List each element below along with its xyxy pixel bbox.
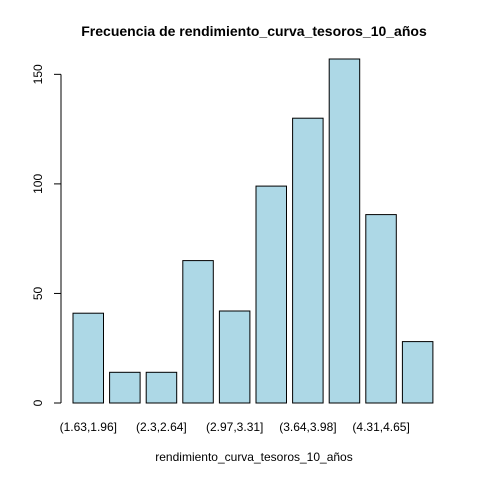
x-tick-label-5: (2.97,3.31]: [206, 420, 263, 434]
x-tick-label-3: (2.3,2.64]: [136, 420, 187, 434]
x-tick-labels-group: (1.63,1.96] (2.3,2.64] (2.97,3.31] (3.64,3.…: [60, 420, 410, 434]
y-tick-label-0: 0: [31, 399, 45, 406]
y-tick-label-100: 100: [31, 174, 45, 194]
bars-group: [72, 58, 434, 404]
y-ticks-group: 0 50 100 150: [31, 64, 61, 406]
bar-3: [145, 371, 178, 404]
bar-2: [109, 371, 141, 404]
bar-10: [401, 341, 434, 404]
bar-1: [72, 312, 104, 404]
x-tick-label-1: (1.63,1.96]: [60, 420, 117, 434]
x-tick-label-9: (4.31,4.65]: [352, 420, 409, 434]
bar-8: [328, 58, 361, 404]
bar-9: [365, 214, 397, 404]
bar-7: [292, 117, 324, 404]
bar-4: [182, 260, 214, 404]
chart-title: Frecuencia de rendimiento_curva_tesoros_…: [81, 23, 427, 39]
x-tick-label-7: (3.64,3.98]: [279, 420, 336, 434]
y-tick-label-150: 150: [31, 64, 45, 84]
bar-5: [218, 310, 251, 404]
bar-6: [255, 185, 287, 404]
x-axis-label: rendimiento_curva_tesoros_10_años: [155, 450, 352, 464]
y-tick-label-50: 50: [31, 286, 45, 300]
